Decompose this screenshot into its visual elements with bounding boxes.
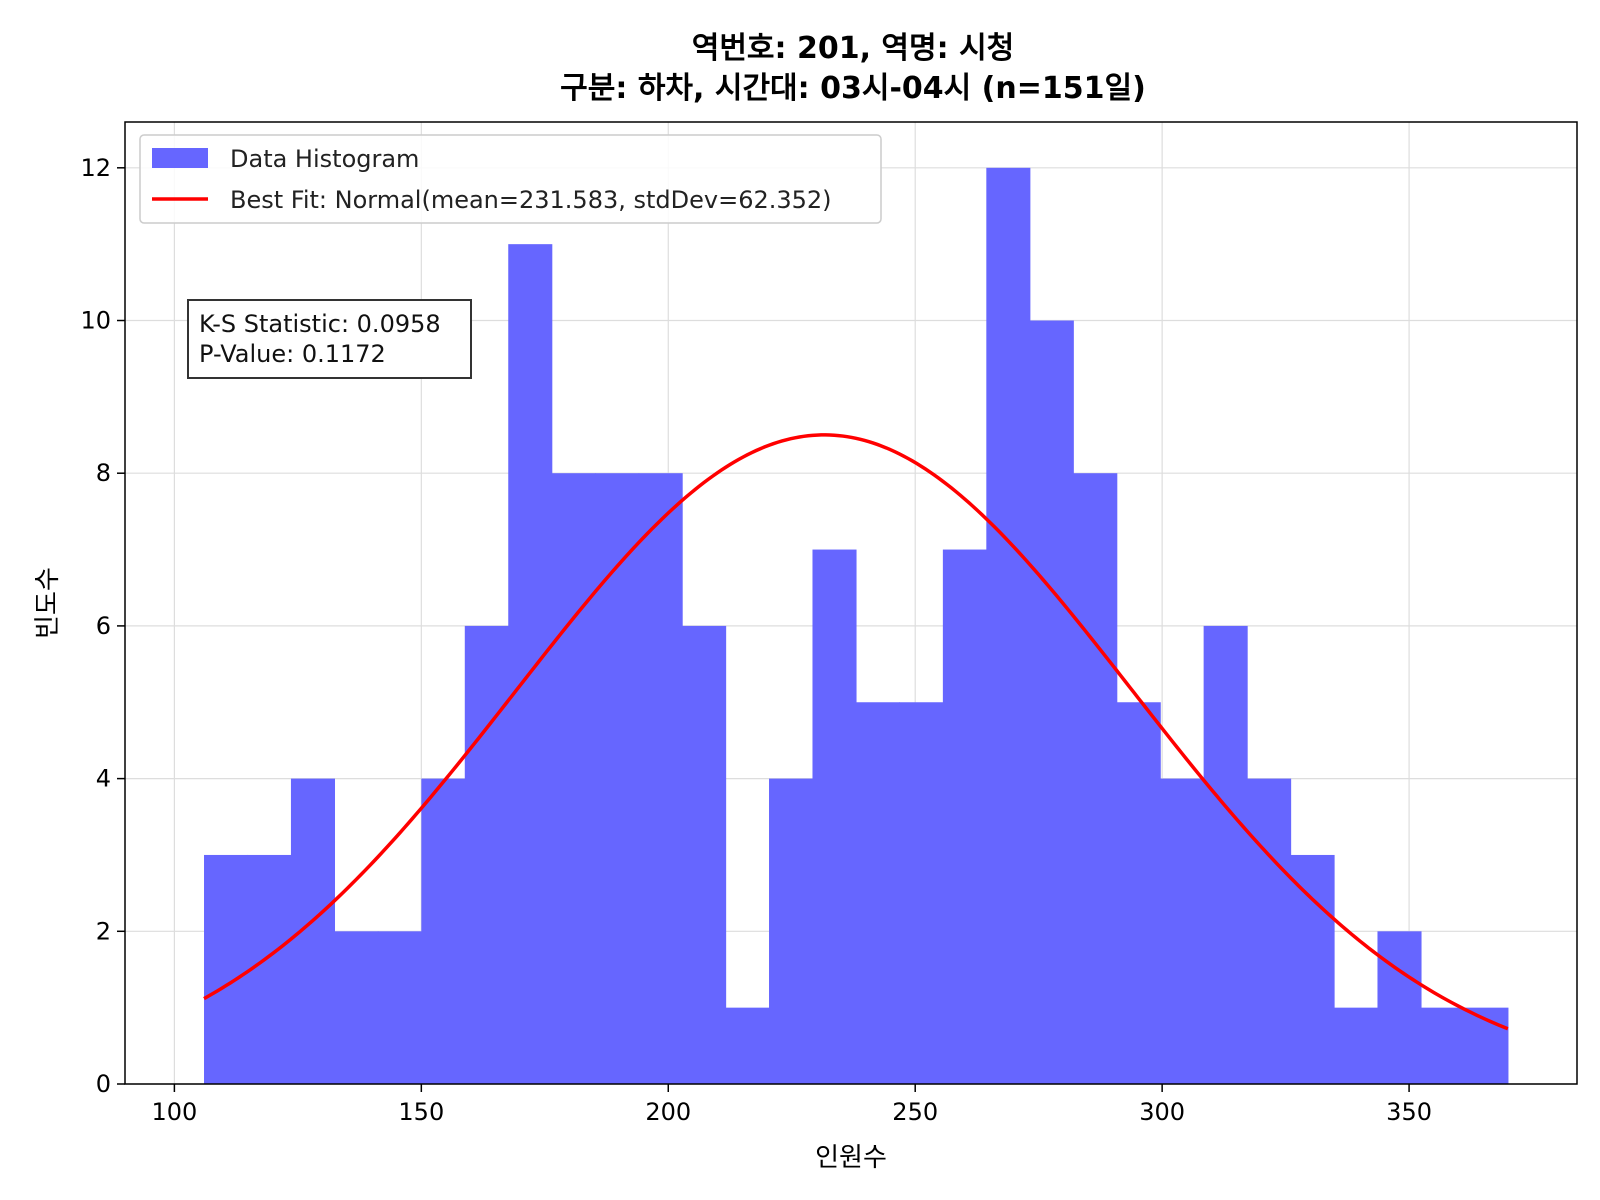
histogram-bar: [942, 549, 987, 1084]
x-axis-label: 인원수: [815, 1143, 887, 1173]
y-tick-label: 4: [96, 765, 111, 793]
histogram-bar: [1073, 473, 1118, 1084]
legend-box: [139, 134, 882, 224]
histogram-bar: [290, 778, 336, 1084]
x-tick-label: 200: [645, 1098, 691, 1126]
histogram-bar: [1334, 1007, 1379, 1084]
x-axis-ticks: 100 150 200 250 300 350: [151, 1084, 1432, 1126]
plot-frame: [124, 121, 1578, 1085]
x-tick-label: 250: [892, 1098, 938, 1126]
y-tick-label: 6: [96, 612, 111, 640]
histogram-bar: [812, 549, 857, 1084]
histogram-bars: [204, 167, 1509, 1085]
histogram-bar: [1029, 320, 1074, 1084]
legend-histogram-label: Data Histogram: [230, 145, 419, 173]
histogram-bar: [899, 702, 944, 1084]
y-axis-label: 빈도수: [33, 567, 63, 639]
histogram-bar: [464, 625, 509, 1084]
histogram-bar: [1377, 931, 1422, 1084]
histogram-bar: [986, 167, 1031, 1085]
histogram-bar: [421, 778, 466, 1084]
x-tick-label: 150: [398, 1098, 444, 1126]
y-tick-label: 2: [96, 917, 111, 945]
x-tick-label: 100: [151, 1098, 197, 1126]
histogram-bar: [769, 778, 814, 1084]
ks-statistic-text: K-S Statistic: 0.0958: [199, 310, 441, 338]
y-axis-ticks: 0 2 4 6 8 10 12: [80, 154, 125, 1098]
fit-curve-line: [203, 433, 1509, 1031]
histogram-bar: [551, 473, 596, 1084]
chart-title-line1: 역번호: 201, 역명: 시청: [692, 31, 1015, 66]
histogram-bar: [377, 931, 422, 1084]
x-tick-label: 350: [1386, 1098, 1432, 1126]
x-tick-label: 300: [1139, 1098, 1185, 1126]
histogram-bar: [1203, 625, 1248, 1084]
p-value-text: P-Value: 0.1172: [199, 340, 386, 368]
legend-fit-label: Best Fit: Normal(mean=231.583, stdDev=62…: [230, 186, 832, 214]
histogram-bar: [595, 473, 640, 1084]
histogram-bar: [1116, 702, 1161, 1084]
y-tick-label: 12: [80, 154, 111, 182]
histogram-bar: [204, 854, 249, 1084]
histogram-bar: [334, 931, 379, 1084]
legend-histogram-swatch: [152, 148, 208, 168]
histogram-bar: [1160, 778, 1205, 1084]
histogram-bar: [855, 702, 900, 1084]
histogram-bar: [1290, 854, 1335, 1084]
histogram-bar: [1247, 778, 1292, 1084]
stats-box: [187, 299, 472, 379]
chart-title-line2: 구분: 하차, 시간대: 03시-04시 (n=151일): [560, 71, 1146, 106]
stats-annotation: K-S Statistic: 0.0958 P-Value: 0.1172: [187, 299, 472, 379]
legend: Data Histogram Best Fit: Normal(mean=231…: [139, 134, 882, 224]
histogram-bar: [508, 244, 553, 1084]
y-tick-label: 0: [96, 1070, 111, 1098]
histogram-bar: [682, 625, 727, 1084]
y-tick-label: 10: [80, 307, 111, 335]
histogram-bar: [638, 473, 683, 1084]
y-tick-label: 8: [96, 459, 111, 487]
histogram-bar: [1420, 1007, 1465, 1084]
histogram-bar: [247, 854, 292, 1084]
histogram-bar: [725, 1007, 770, 1084]
